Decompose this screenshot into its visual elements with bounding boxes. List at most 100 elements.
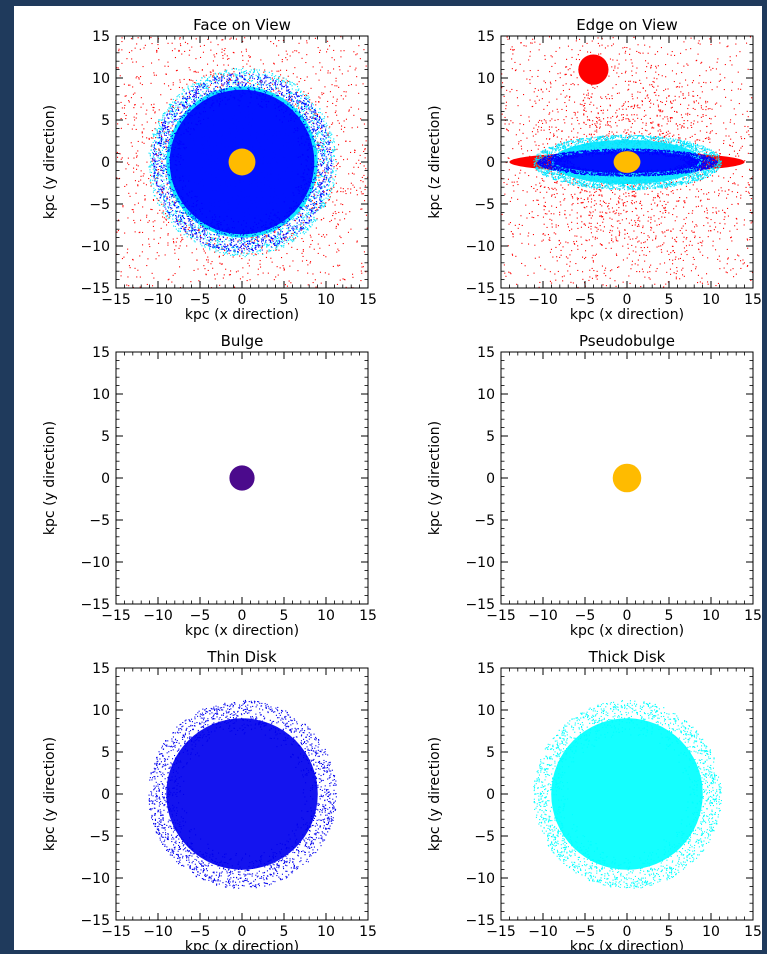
point <box>170 207 172 209</box>
point <box>274 77 276 79</box>
point <box>293 240 295 242</box>
point <box>198 230 200 232</box>
point <box>257 253 259 255</box>
point <box>312 179 314 181</box>
point <box>188 112 190 114</box>
point <box>259 249 261 251</box>
point <box>165 131 167 133</box>
point <box>146 283 148 285</box>
point <box>300 91 302 93</box>
point <box>267 231 269 233</box>
point <box>179 43 181 45</box>
point <box>324 178 326 180</box>
point <box>164 169 166 171</box>
point <box>221 228 223 230</box>
point <box>270 224 272 226</box>
point <box>136 156 138 158</box>
point <box>327 72 329 74</box>
point <box>296 248 298 250</box>
point <box>270 222 272 224</box>
point <box>194 218 196 220</box>
point <box>289 83 291 85</box>
point <box>273 228 275 230</box>
point <box>178 140 180 142</box>
point <box>317 151 319 153</box>
point <box>227 72 229 74</box>
point <box>269 230 271 232</box>
point <box>168 156 170 158</box>
point <box>214 243 216 245</box>
point <box>165 213 167 215</box>
point <box>204 111 206 113</box>
point <box>190 85 192 87</box>
point <box>168 138 170 140</box>
point <box>193 71 195 73</box>
point <box>162 192 164 194</box>
point <box>138 232 140 234</box>
point <box>132 61 134 63</box>
point <box>196 259 198 261</box>
point <box>338 122 340 124</box>
point <box>328 136 330 138</box>
point <box>301 108 303 110</box>
point <box>285 78 287 80</box>
point <box>286 80 288 82</box>
point <box>129 84 131 86</box>
point <box>318 149 320 151</box>
point <box>158 242 160 244</box>
point <box>181 215 183 217</box>
point <box>314 184 316 186</box>
point <box>286 241 288 243</box>
point <box>289 225 291 227</box>
point <box>240 235 242 237</box>
point <box>232 81 234 83</box>
point <box>280 245 282 247</box>
point <box>303 233 305 235</box>
point <box>275 238 277 240</box>
point <box>333 166 335 168</box>
point <box>281 239 283 241</box>
point <box>134 180 136 182</box>
point <box>184 212 186 214</box>
point <box>250 240 252 242</box>
point <box>283 80 285 82</box>
point <box>155 141 157 143</box>
point <box>163 124 165 126</box>
point <box>347 188 349 190</box>
point <box>309 116 311 118</box>
point <box>261 243 263 245</box>
point <box>302 117 304 119</box>
point <box>247 232 249 234</box>
point <box>217 234 219 236</box>
point <box>158 59 160 61</box>
point <box>197 227 199 229</box>
point <box>178 221 180 223</box>
point <box>239 87 241 89</box>
point <box>158 191 160 193</box>
point <box>311 167 313 169</box>
point <box>305 96 307 98</box>
point <box>206 239 208 241</box>
point <box>142 66 144 68</box>
point <box>311 110 313 112</box>
point <box>185 101 187 103</box>
point <box>177 230 179 232</box>
point <box>163 213 165 215</box>
point <box>155 153 157 155</box>
point <box>214 219 216 221</box>
point <box>217 228 219 230</box>
point <box>331 188 333 190</box>
point <box>222 89 224 91</box>
point <box>189 191 191 193</box>
point <box>364 185 366 187</box>
point <box>332 151 334 153</box>
point <box>319 158 321 160</box>
point <box>343 131 345 133</box>
point <box>327 132 329 134</box>
point <box>298 52 300 54</box>
point <box>168 216 170 218</box>
point <box>231 68 233 70</box>
point <box>208 85 210 87</box>
point <box>290 93 292 95</box>
point <box>180 155 182 157</box>
